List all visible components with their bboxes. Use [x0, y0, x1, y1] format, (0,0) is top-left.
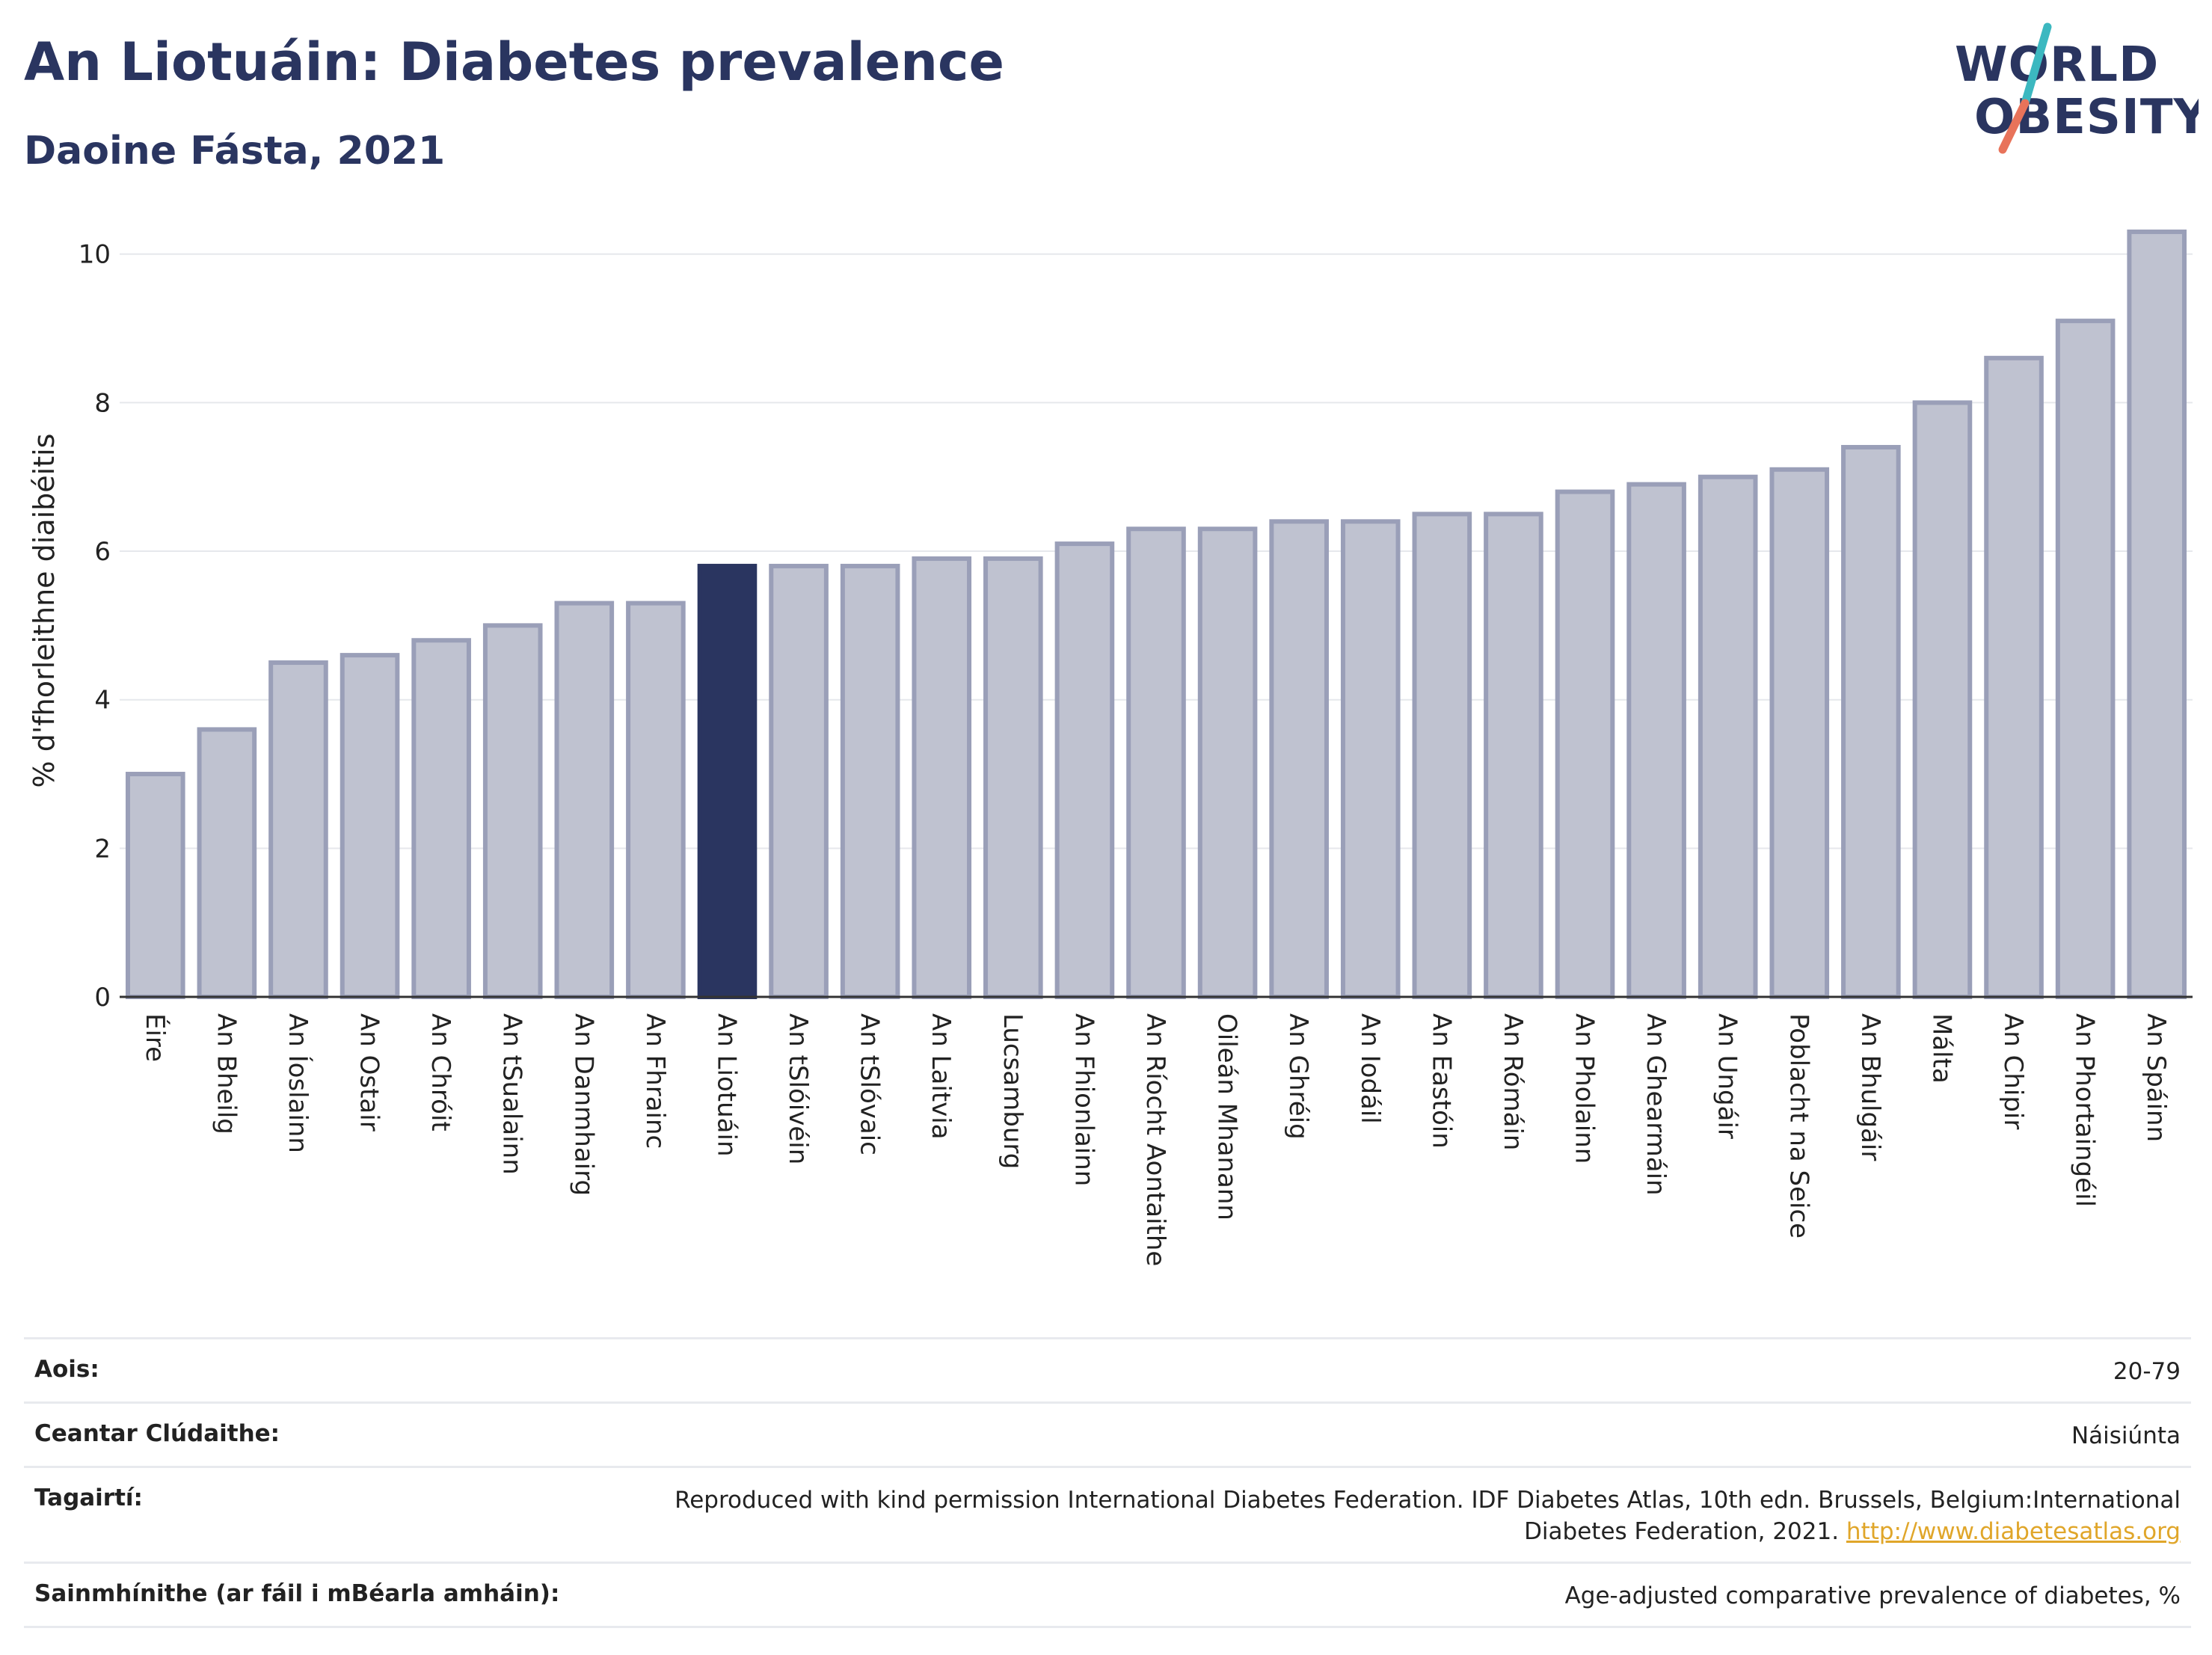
- x-tick-label: Málta: [1926, 1013, 1956, 1084]
- bar: [1269, 519, 1329, 999]
- bar: [2127, 229, 2187, 999]
- x-tick-label: An Chróit: [425, 1013, 455, 1132]
- info-value: 20-79: [2113, 1358, 2181, 1385]
- info-row-age: Aois: 20-79: [24, 1337, 2191, 1401]
- info-key: Ceantar Clúdaithe:: [34, 1419, 280, 1447]
- bar: [482, 623, 543, 999]
- y-tick-label: 6: [94, 537, 111, 567]
- chart-title: An Liotuáin: Diabetes prevalence: [24, 31, 1004, 93]
- logo-slash-coral: [1998, 99, 2030, 154]
- bar: [840, 563, 900, 999]
- bar: [554, 601, 615, 999]
- x-tick-label: An Íoslainn: [283, 1013, 313, 1153]
- bar: [626, 601, 686, 999]
- x-tick-label: An Fhrainc: [640, 1013, 670, 1149]
- bar: [912, 556, 972, 999]
- bar: [411, 638, 471, 999]
- info-row-coverage: Ceantar Clúdaithe: Náisiúnta: [24, 1401, 2191, 1466]
- bar-chart: 0 2 4 6 8 10 Éire An Bheilg An Íoslainn An Ostai…: [28, 229, 2193, 1266]
- logo-line1: WORLD: [1955, 37, 2159, 93]
- bar: [340, 653, 400, 999]
- chart-subtitle: Daoine Fásta, 2021: [24, 129, 446, 174]
- bar: [1126, 526, 1186, 999]
- bar: [1912, 400, 1973, 999]
- info-table: Aois: 20-79 Ceantar Clúdaithe: Náisiúnta…: [24, 1337, 2191, 1628]
- x-tick-label: An Ríocht Aontaithe: [1140, 1013, 1170, 1266]
- info-row-references: Tagairtí: Reproduced with kind permissio…: [24, 1465, 2191, 1562]
- bar: [1484, 512, 1543, 999]
- y-tick-label: 4: [94, 686, 111, 716]
- info-value: Reproduced with kind permission Internat…: [625, 1484, 2181, 1549]
- bar: [1698, 474, 1758, 999]
- x-tick-label: An Iodáil: [1355, 1013, 1385, 1124]
- x-tick-label: An Ghearmáin: [1641, 1013, 1671, 1196]
- info-value: Náisiúnta: [2071, 1422, 2181, 1449]
- bar: [1197, 526, 1258, 999]
- bar: [2055, 319, 2116, 999]
- y-tick-label: 10: [79, 240, 111, 270]
- bar: [268, 660, 328, 1000]
- reference-link[interactable]: http://www.diabetesatlas.org: [1846, 1518, 2181, 1546]
- x-tick-label: An Fhionlainn: [1069, 1013, 1099, 1186]
- x-tick-label: Éire: [140, 1013, 170, 1062]
- y-tick-label: 8: [94, 388, 111, 418]
- bar: [983, 556, 1043, 999]
- x-tick-label: An Bheilg: [211, 1013, 241, 1134]
- x-tick-label: An Liotuáin: [711, 1013, 741, 1157]
- x-tick-label: An Chipir: [1998, 1013, 2028, 1129]
- x-tick-label: An Ostair: [354, 1013, 384, 1132]
- x-tick-label: An tSualainn: [497, 1013, 527, 1175]
- x-tick-label: Poblacht na Seice: [1784, 1013, 1813, 1238]
- bar: [1984, 355, 2044, 999]
- bar: [197, 727, 257, 1000]
- info-row-definition: Sainmhínithe (ar fáil i mBéarla amháin):…: [24, 1562, 2191, 1628]
- info-key: Sainmhínithe (ar fáil i mBéarla amháin):: [34, 1580, 560, 1608]
- bar: [125, 772, 185, 1000]
- chart-bars: [125, 229, 2187, 1000]
- info-key: Aois:: [34, 1356, 99, 1383]
- x-tick-label: An Eastóin: [1426, 1013, 1456, 1149]
- y-tick-label: 2: [94, 834, 111, 864]
- bar: [1412, 512, 1472, 999]
- logo-slash-teal: [2021, 22, 2052, 108]
- bar: [769, 563, 829, 999]
- bar-highlighted: [697, 563, 758, 999]
- x-axis-labels: Éire An Bheilg An Íoslainn An Ostair An Chró…: [140, 1013, 2171, 1266]
- x-tick-label: Lucsamburg: [998, 1013, 1027, 1169]
- bar: [1769, 467, 1830, 999]
- x-tick-label: An Laitvia: [926, 1013, 956, 1140]
- bar: [1054, 541, 1115, 999]
- x-tick-label: An tSlóivéin: [783, 1013, 813, 1164]
- x-tick-label: An tSlóvaic: [855, 1013, 885, 1155]
- x-tick-label: An Pholainn: [1570, 1013, 1600, 1164]
- x-tick-label: Oileán Mhanann: [1212, 1013, 1242, 1220]
- bar: [1841, 444, 1901, 999]
- x-tick-label: An Phortaingéil: [2070, 1013, 2100, 1207]
- x-tick-label: An Danmhairg: [568, 1013, 598, 1196]
- x-tick-label: An Ungáir: [1712, 1013, 1742, 1139]
- y-axis-label: % d'fhorleithne diaibéitis: [28, 434, 61, 788]
- info-value: Age-adjusted comparative prevalence of d…: [1564, 1582, 2181, 1610]
- x-tick-label: An Rómáin: [1498, 1013, 1528, 1150]
- x-tick-label: An Bhulgáir: [1855, 1013, 1885, 1161]
- bar: [1555, 489, 1615, 999]
- bar: [1626, 482, 1686, 999]
- world-obesity-logo: WORLD OBESITY: [1955, 22, 2199, 154]
- bar: [1340, 519, 1401, 999]
- y-axis-ticks: 0 2 4 6 8 10: [79, 240, 111, 1013]
- x-tick-label: An Ghréig: [1283, 1013, 1313, 1140]
- reference-text: Reproduced with kind permission Internat…: [675, 1486, 2181, 1546]
- info-key: Tagairtí:: [34, 1484, 143, 1511]
- y-tick-label: 0: [94, 983, 111, 1013]
- x-tick-label: An Spáinn: [2141, 1013, 2171, 1142]
